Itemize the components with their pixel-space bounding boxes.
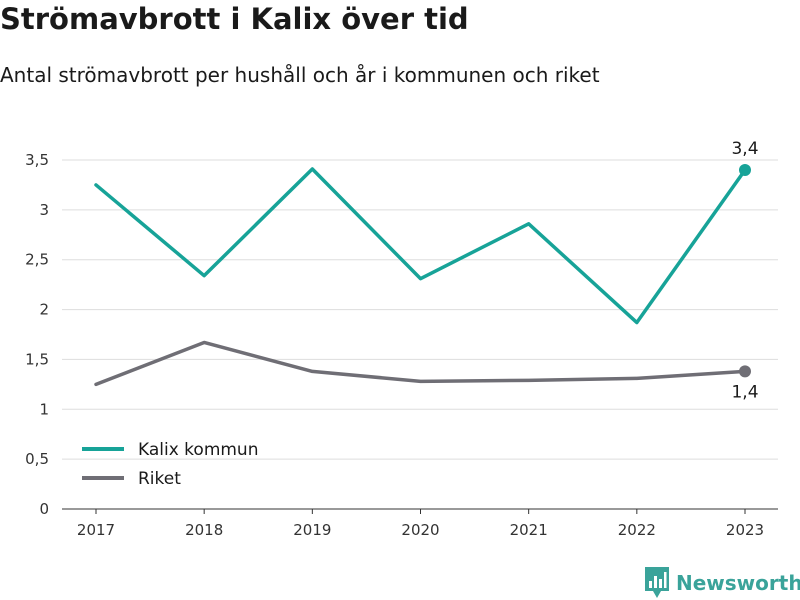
series-lines bbox=[94, 167, 747, 387]
series-end-point bbox=[739, 163, 751, 176]
x-tick-label: 2017 bbox=[77, 521, 115, 539]
series-line bbox=[94, 167, 747, 325]
y-tick-label: 3 bbox=[39, 201, 49, 219]
series-end-point bbox=[739, 365, 751, 378]
y-axis-ticks: 0 0,5 1 1,5 2 2,5 3 3,5 bbox=[25, 151, 49, 518]
series-line bbox=[94, 340, 747, 387]
x-tick-label: 2020 bbox=[401, 521, 439, 539]
x-tick-label: 2019 bbox=[293, 521, 331, 539]
x-tick-label: 2018 bbox=[185, 521, 223, 539]
y-tick-label: 0,5 bbox=[25, 450, 49, 468]
chart-subtitle: Antal strömavbrott per hushåll och år i … bbox=[0, 63, 600, 87]
grid-lines bbox=[62, 159, 778, 460]
y-tick-label: 1,5 bbox=[25, 350, 49, 368]
newsworthy-logo-icon bbox=[645, 567, 669, 598]
y-tick-label: 2,5 bbox=[25, 251, 49, 269]
legend: Kalix kommun Riket bbox=[82, 440, 259, 489]
y-tick-label: 3,5 bbox=[25, 151, 49, 169]
y-tick-label: 0 bbox=[39, 500, 49, 518]
legend-label: Kalix kommun bbox=[138, 440, 259, 460]
brand-name: Newsworthy bbox=[676, 571, 800, 595]
end-points: 3,4 1,4 bbox=[731, 139, 758, 402]
chart-title: Strömavbrott i Kalix över tid bbox=[0, 2, 469, 36]
data-label: 1,4 bbox=[731, 382, 758, 402]
y-tick-label: 2 bbox=[39, 301, 49, 319]
x-tick-label: 2023 bbox=[726, 521, 764, 539]
y-tick-label: 1 bbox=[39, 400, 49, 418]
legend-label: Riket bbox=[138, 469, 181, 489]
data-label: 3,4 bbox=[731, 139, 758, 159]
x-tick-label: 2021 bbox=[510, 521, 548, 539]
brand-logo: Newsworthy bbox=[644, 566, 800, 600]
x-axis: 2017 2018 2019 2020 2021 2022 2023 bbox=[62, 508, 778, 539]
x-tick-label: 2022 bbox=[618, 521, 656, 539]
